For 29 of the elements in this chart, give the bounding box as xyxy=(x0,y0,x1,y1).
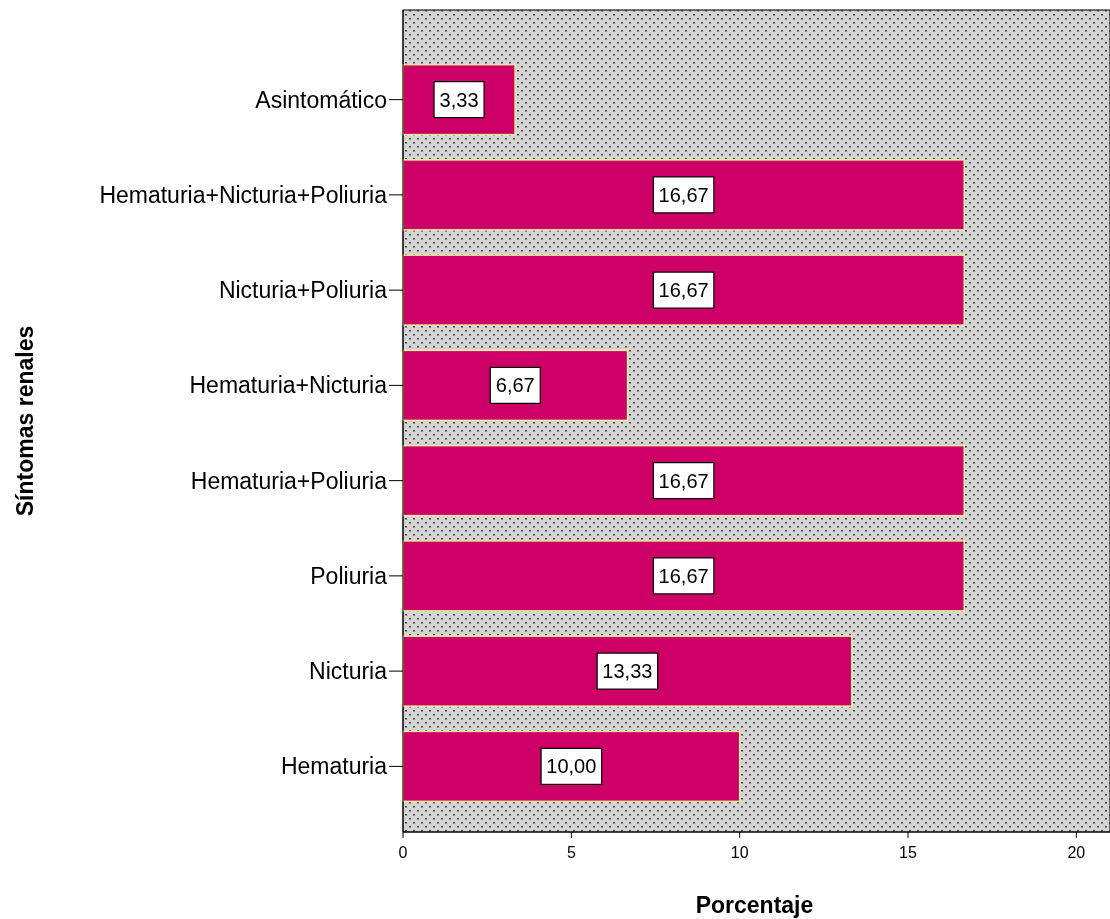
data-label: 3,33 xyxy=(439,88,479,111)
y-tick-label: Nicturia+Poliuria xyxy=(218,277,388,304)
data-label: 16,67 xyxy=(658,469,709,492)
bar xyxy=(402,254,965,326)
x-tick-label: 5 xyxy=(566,844,576,861)
data-label: 16,67 xyxy=(658,564,709,587)
bar xyxy=(402,635,853,707)
x-tick-label: 10 xyxy=(730,844,749,861)
data-label: 10,00 xyxy=(546,755,597,778)
y-tick-label: Nicturia xyxy=(309,658,388,685)
y-tick-label: Hematuria xyxy=(280,753,388,780)
x-axis-title: Porcentaje xyxy=(695,892,814,918)
y-tick-label: Asintomático xyxy=(255,86,387,113)
data-label: 6,67 xyxy=(495,374,535,397)
data-label: 13,33 xyxy=(602,660,653,683)
bar xyxy=(402,444,965,517)
bar xyxy=(402,159,965,231)
y-tick-label: Hematuria+Nicturia+Poliuria xyxy=(99,181,388,208)
bar xyxy=(402,540,965,612)
x-tick-label: 15 xyxy=(899,844,917,861)
y-tick-label: Hematuria+Poliuria xyxy=(190,467,388,494)
x-tick-label: 20 xyxy=(1067,844,1086,861)
x-tick-label: 0 xyxy=(398,844,408,861)
y-tick-label: Poliuria xyxy=(310,562,388,589)
data-label: 16,67 xyxy=(658,279,709,302)
data-label: 16,67 xyxy=(658,183,709,206)
y-axis-title: Síntomas renales xyxy=(12,325,38,517)
bar xyxy=(402,730,741,803)
y-tick-label: Hematuria+Nicturia xyxy=(189,372,388,399)
